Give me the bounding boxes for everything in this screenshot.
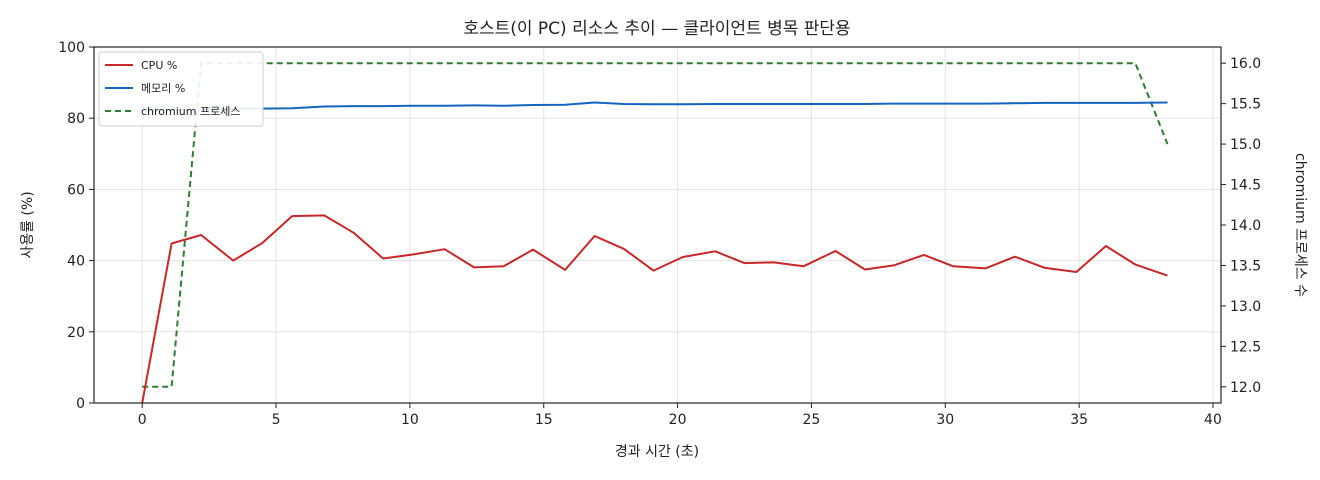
y2-tick-label: 15.0 — [1230, 137, 1261, 153]
legend-label: 메모리 % — [141, 82, 185, 95]
x-tick-label: 40 — [1204, 412, 1222, 428]
x-tick-label: 35 — [1070, 412, 1088, 428]
chart-title: 호스트(이 PC) 리소스 추이 — 클라이언트 병목 판단용 — [463, 19, 850, 39]
y-tick-label: 40 — [67, 254, 85, 270]
y2-tick-label: 15.5 — [1230, 97, 1261, 113]
y-tick-label: 100 — [58, 40, 85, 56]
y-axis-label: 사용률 (%) — [20, 191, 36, 258]
legend-label: CPU % — [141, 59, 177, 72]
x-tick-label: 15 — [535, 412, 553, 428]
series-line-1 — [142, 101, 1168, 113]
y-axis-right: 12.0 12.5 13.0 13.5 14.0 14.5 15.0 15.5 16.0 — [1221, 56, 1261, 396]
x-axis-label: 경과 시간 (초) — [615, 444, 699, 460]
y-tick-label: 20 — [67, 325, 85, 341]
legend-label: chromium 프로세스 — [141, 105, 240, 118]
y-axis-left: 0 20 40 60 80 100 — [58, 40, 94, 412]
x-tick-label: 10 — [401, 412, 419, 428]
series-line-0 — [141, 214, 1168, 404]
legend: CPU % 메모리 % chromium 프로세스 — [98, 51, 264, 127]
y2-axis-label: chromium 프로세스 수 — [1292, 153, 1308, 297]
y-tick-label: 60 — [67, 182, 85, 198]
x-tick-label: 5 — [272, 412, 281, 428]
x-tick-label: 25 — [803, 412, 821, 428]
y2-tick-label: 14.0 — [1230, 218, 1261, 234]
y2-tick-label: 13.0 — [1230, 299, 1261, 315]
x-tick-label: 20 — [669, 412, 687, 428]
x-axis: 0 5 10 15 20 25 30 35 40 — [138, 403, 1222, 428]
y2-tick-label: 13.5 — [1230, 258, 1261, 274]
x-tick-label: 0 — [138, 412, 147, 428]
y2-tick-label: 12.5 — [1230, 339, 1261, 355]
y-tick-label: 80 — [67, 111, 85, 127]
series-line-2 — [142, 62, 1169, 388]
y2-tick-label: 12.0 — [1230, 380, 1261, 396]
y2-tick-label: 14.5 — [1230, 178, 1261, 194]
y2-tick-label: 16.0 — [1230, 56, 1261, 72]
x-tick-label: 30 — [936, 412, 954, 428]
y-tick-label: 0 — [76, 396, 85, 412]
series-layer — [141, 62, 1169, 404]
legend-box — [98, 51, 264, 127]
